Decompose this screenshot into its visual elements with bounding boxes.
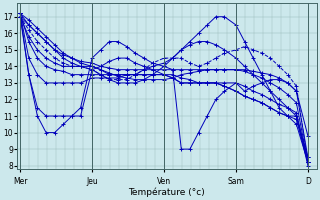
- X-axis label: Température (°c): Température (°c): [129, 187, 205, 197]
